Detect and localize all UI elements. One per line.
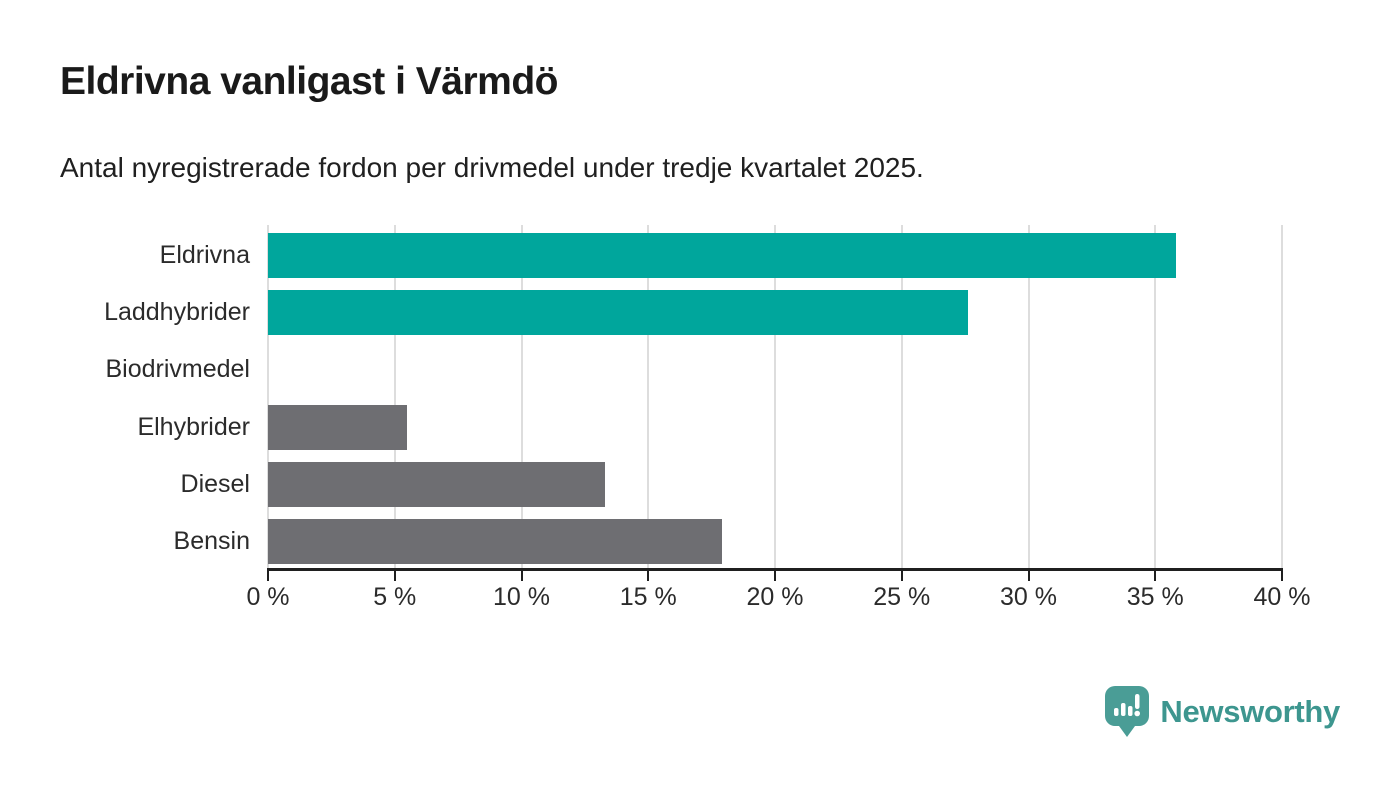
gridline <box>900 225 903 568</box>
bar-chart-speech-bubble-icon <box>1105 686 1150 737</box>
bar-diesel <box>268 461 606 507</box>
axis-tick-label: 5 % <box>373 583 417 611</box>
gridline <box>1027 225 1030 568</box>
category-label: Diesel <box>180 469 250 498</box>
plot-area <box>267 225 1283 568</box>
bar-bensin <box>268 519 722 564</box>
bar-elhybrider <box>268 404 408 450</box>
gridline <box>1281 225 1283 568</box>
axis-tick-label: 15 % <box>619 583 677 611</box>
bar-eldrivna <box>268 233 1176 278</box>
gridline <box>1154 225 1157 568</box>
gridline <box>774 225 776 568</box>
gridline <box>393 225 396 568</box>
axis-tick-label: 0 % <box>246 583 290 611</box>
axis-tick-label: 25 % <box>873 583 931 611</box>
newsworthy-logo: Newsworthy <box>1105 686 1340 737</box>
axis-tick <box>1154 568 1157 581</box>
axis-tick <box>1027 568 1030 581</box>
category-label: Laddhybrider <box>104 298 250 327</box>
axis-tick <box>267 568 269 581</box>
bar-chart: Eldrivna Laddhybrider Biodrivmedel Elhybrid… <box>0 225 1400 611</box>
category-label: Elhybrider <box>137 412 250 441</box>
gridline <box>267 225 269 568</box>
axis-tick <box>1281 568 1283 581</box>
axis-tick-label: 40 % <box>1253 583 1311 611</box>
axis-tick <box>647 568 650 581</box>
axis-tick <box>774 568 776 581</box>
page-title: Eldrivna vanligast i Värmdö <box>60 60 559 103</box>
axis-tick <box>520 568 523 581</box>
category-label: Bensin <box>173 527 250 555</box>
gridline <box>647 225 650 568</box>
category-label: Biodrivmedel <box>105 355 250 384</box>
bar-laddhybrider <box>268 290 968 336</box>
axis-tick-label: 10 % <box>493 583 550 611</box>
brand-name: Newsworthy <box>1160 693 1340 729</box>
axis-tick <box>393 568 396 581</box>
gridline <box>520 225 523 568</box>
axis-tick-label: 30 % <box>1000 583 1057 611</box>
category-label: Eldrivna <box>159 241 250 269</box>
axis-tick <box>900 568 903 581</box>
page-subtitle: Antal nyregistrerade fordon per drivmede… <box>60 152 924 183</box>
axis-tick-label: 20 % <box>746 583 804 611</box>
axis-tick-label: 35 % <box>1126 583 1184 611</box>
